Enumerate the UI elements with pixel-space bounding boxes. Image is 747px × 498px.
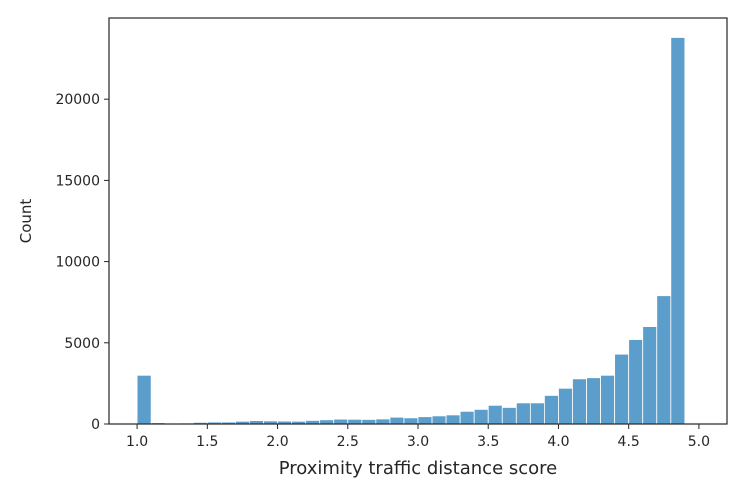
histogram-bar — [333, 418, 349, 425]
histogram-bar — [375, 418, 391, 425]
histogram-bar — [558, 387, 573, 425]
x-tick-label: 2.5 — [337, 434, 359, 450]
x-tick-label: 1.5 — [196, 434, 218, 450]
histogram-bar — [459, 410, 475, 425]
x-tick-label: 3.5 — [477, 434, 499, 450]
histogram-bar — [586, 377, 601, 425]
histogram-bar — [136, 374, 152, 425]
histogram-bar — [361, 419, 377, 425]
x-tick-label: 5.0 — [688, 434, 710, 450]
y-tick-label: 0 — [91, 417, 100, 433]
histogram-bar — [656, 295, 672, 425]
histogram-bar — [431, 415, 447, 425]
histogram-bar — [487, 404, 503, 425]
histogram-bar — [347, 418, 363, 425]
y-axis-label: Count — [17, 199, 35, 244]
y-tick-label: 15000 — [55, 173, 100, 189]
histogram-bar — [544, 395, 559, 425]
histogram-bar — [445, 414, 461, 425]
x-tick-label: 4.0 — [547, 434, 569, 450]
x-tick-label: 1.0 — [126, 434, 148, 450]
y-tick-label: 10000 — [55, 255, 100, 271]
y-tick-label: 5000 — [64, 336, 100, 352]
histogram-bar — [417, 416, 433, 425]
x-tick-label: 2.0 — [266, 434, 288, 450]
histogram-bar — [572, 378, 587, 425]
histogram-bar — [628, 339, 644, 425]
x-tick-label: 3.0 — [407, 434, 429, 450]
histogram-bar — [501, 407, 517, 425]
x-axis-label: Proximity traffic distance score — [279, 458, 558, 479]
y-axis-ticks: 0 5000 10000 15000 20000 — [55, 92, 109, 433]
y-tick-label: 20000 — [55, 92, 100, 108]
histogram-bar — [600, 374, 616, 425]
histogram-bar — [529, 402, 545, 425]
histogram-bar — [614, 353, 630, 425]
histogram-bar — [473, 408, 489, 425]
histogram-bar — [515, 402, 531, 425]
histogram-bars — [136, 37, 686, 425]
x-tick-label: 4.5 — [618, 434, 640, 450]
histogram-bar — [670, 37, 686, 425]
histogram-bar — [403, 417, 419, 425]
x-axis-ticks: 1.0 1.5 2.0 2.5 3.0 3.5 4.0 4.5 5.0 — [126, 424, 710, 450]
histogram-bar — [389, 416, 405, 425]
histogram-bar — [642, 326, 658, 425]
histogram-bar — [319, 419, 335, 425]
